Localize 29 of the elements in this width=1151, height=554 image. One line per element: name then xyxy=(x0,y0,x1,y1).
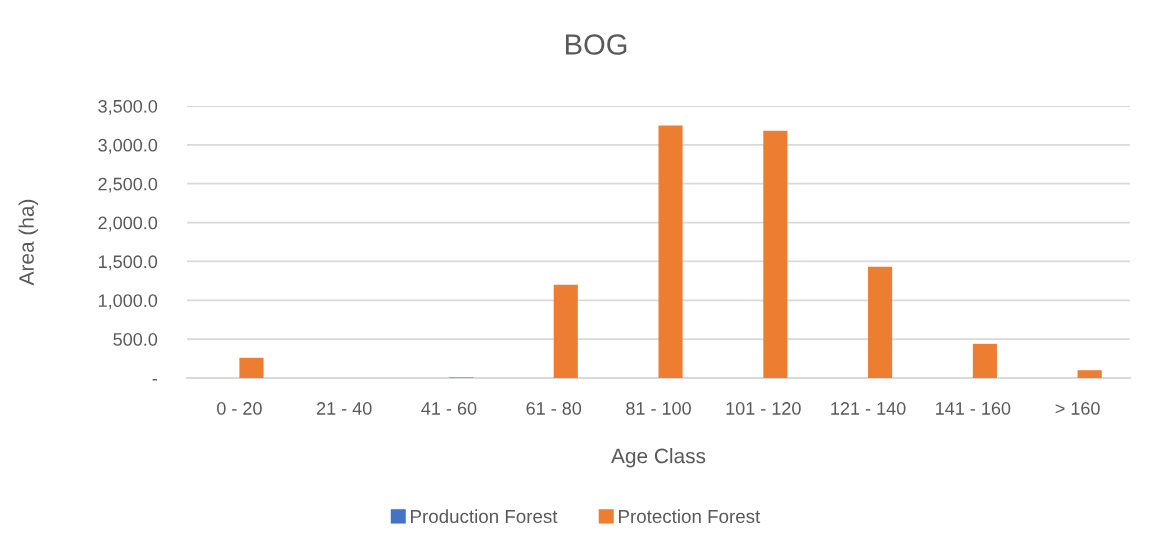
y-tick-label: 1,000.0 xyxy=(98,294,158,310)
y-tick-label: 1,500.0 xyxy=(98,255,158,271)
bar xyxy=(239,357,264,378)
legend-label: Production Forest xyxy=(411,509,558,524)
x-tick-label: 41 - 60 xyxy=(421,402,477,415)
y-tick-label: - xyxy=(152,379,158,381)
x-tick-label: 141 - 160 xyxy=(936,402,1011,415)
x-tick-label: 81 - 100 xyxy=(626,402,691,415)
y-axis-title: Area (ha) xyxy=(18,199,38,286)
bar xyxy=(553,284,578,378)
x-tick-label: 121 - 140 xyxy=(831,402,906,415)
bar xyxy=(1077,370,1102,378)
y-tick-label: 500.0 xyxy=(113,333,158,346)
chart-title: BOG xyxy=(565,34,627,55)
x-axis-title: Age Class xyxy=(611,448,706,468)
x-tick-label: 101 - 120 xyxy=(726,402,801,415)
x-tick-label: 61 - 80 xyxy=(526,402,582,415)
bar xyxy=(972,343,997,378)
x-tick-label: 0 - 20 xyxy=(217,402,262,415)
x-tick-label: 21 - 40 xyxy=(316,402,372,415)
y-tick-label: 2,500.0 xyxy=(98,177,158,193)
y-tick-label: 3,500.0 xyxy=(98,99,158,115)
y-tick-label: 2,000.0 xyxy=(98,216,158,232)
bar xyxy=(868,266,893,378)
x-tick-label: > 160 xyxy=(1055,402,1100,415)
legend-label: Protection Forest xyxy=(619,509,761,524)
bar xyxy=(658,125,683,378)
bar xyxy=(763,130,788,378)
y-tick-label: 3,000.0 xyxy=(98,138,158,154)
